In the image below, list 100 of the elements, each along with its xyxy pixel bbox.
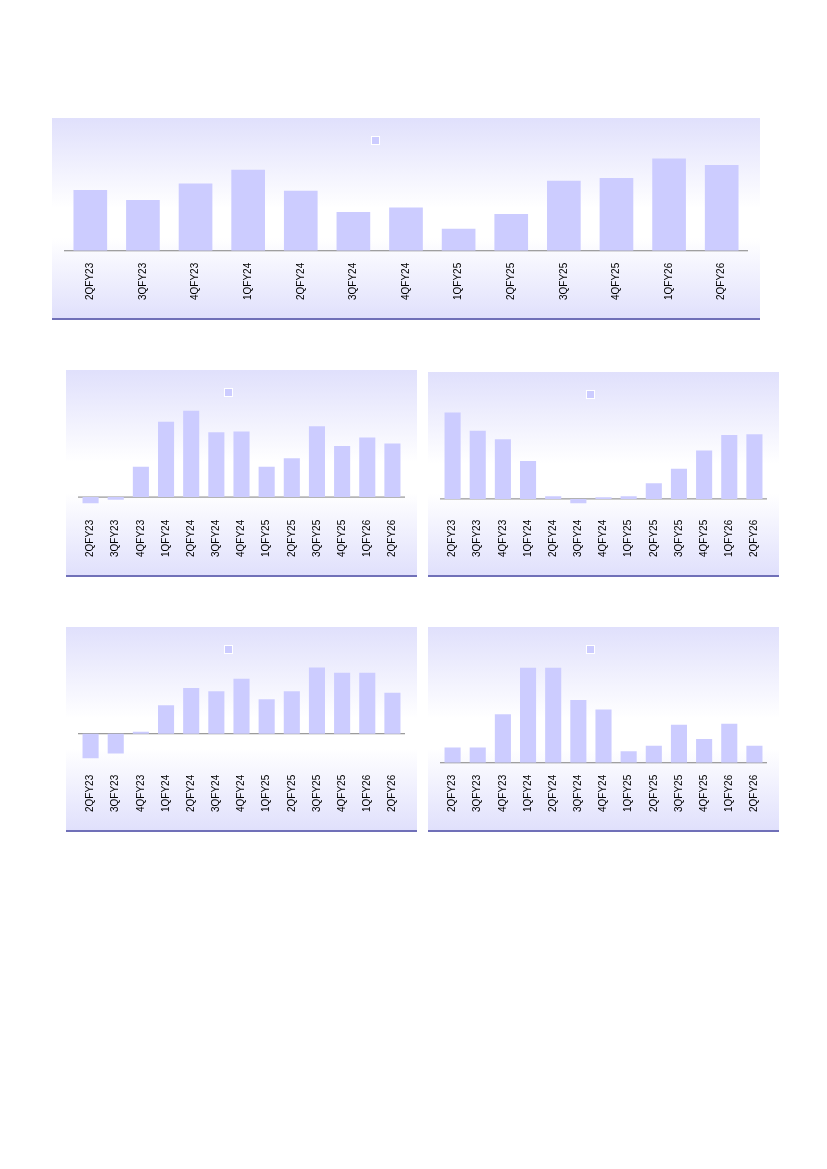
bar xyxy=(746,745,763,763)
x-tick-label: 4QFY24 xyxy=(235,519,247,558)
bar xyxy=(570,700,587,763)
x-tick-label: 1QFY24 xyxy=(521,519,533,558)
x-tick-label: 4QFY23 xyxy=(496,519,508,558)
bar xyxy=(107,733,124,754)
bar xyxy=(208,432,225,498)
bar xyxy=(73,189,108,251)
bar xyxy=(231,169,265,251)
x-tick-label: 3QFY25 xyxy=(310,519,322,558)
bar xyxy=(308,426,326,498)
x-tick-label: 1QFY24 xyxy=(159,774,171,813)
bar xyxy=(183,410,200,498)
bar xyxy=(384,443,401,498)
x-tick-label: 1QFY26 xyxy=(662,262,674,301)
x-tick-label: 1QFY25 xyxy=(452,262,464,301)
bar xyxy=(283,458,300,498)
x-tick-label: 4QFY25 xyxy=(697,774,709,813)
x-tick-label: 4QFY25 xyxy=(335,519,347,558)
bar xyxy=(696,739,713,763)
x-tick-label: 1QFY26 xyxy=(723,519,735,558)
x-tick-label: 1QFY24 xyxy=(159,519,171,558)
x-tick-label: 2QFY24 xyxy=(546,774,558,813)
x-tick-label: 4QFY24 xyxy=(399,262,411,301)
bar xyxy=(359,672,376,734)
bar xyxy=(469,747,486,763)
x-tick-label: 3QFY23 xyxy=(109,774,121,813)
x-tick-label: 3QFY24 xyxy=(572,774,584,813)
x-tick-label: 4QFY24 xyxy=(597,774,609,813)
bar xyxy=(334,672,351,734)
x-tick-label: 4QFY23 xyxy=(134,519,146,558)
bar xyxy=(570,498,587,504)
x-tick-label: 4QFY23 xyxy=(189,262,201,301)
bar xyxy=(704,165,739,251)
x-tick-label: 1QFY25 xyxy=(622,519,634,558)
x-tick-label: 1QFY25 xyxy=(622,774,634,813)
bar xyxy=(494,439,511,499)
bar xyxy=(359,437,376,498)
bar xyxy=(82,497,99,504)
x-tick-label: 3QFY25 xyxy=(672,519,684,558)
bar xyxy=(519,667,537,763)
bar xyxy=(107,497,124,500)
x-tick-label: 2QFY25 xyxy=(647,774,659,813)
bar xyxy=(82,733,99,759)
x-tick-label: 4QFY24 xyxy=(597,519,609,558)
bar xyxy=(283,190,318,251)
bar xyxy=(258,699,275,734)
x-tick-label: 2QFY23 xyxy=(84,262,96,301)
x-tick-label: 2QFY23 xyxy=(446,519,458,558)
bar xyxy=(545,496,562,499)
bar xyxy=(670,724,688,763)
x-tick-label: 4QFY25 xyxy=(335,774,347,813)
x-tick-label: 2QFY24 xyxy=(184,774,196,813)
x-tick-label: 2QFY26 xyxy=(386,774,398,813)
x-tick-label: 2QFY24 xyxy=(184,519,196,558)
x-tick-label: 2QFY26 xyxy=(748,519,760,558)
bar xyxy=(721,723,738,763)
x-tick-label: 1QFY24 xyxy=(241,262,253,301)
x-tick-label: 3QFY24 xyxy=(210,519,222,558)
x-tick-label: 4QFY24 xyxy=(235,774,247,813)
bar xyxy=(547,180,581,251)
bar xyxy=(746,434,763,499)
x-tick-label: 3QFY25 xyxy=(672,774,684,813)
bar xyxy=(233,431,250,498)
x-tick-label: 2QFY25 xyxy=(647,519,659,558)
x-tick-label: 4QFY23 xyxy=(134,774,146,813)
bar xyxy=(595,709,612,763)
x-tick-label: 3QFY23 xyxy=(136,262,148,301)
x-tick-label: 3QFY24 xyxy=(572,519,584,558)
x-tick-label: 1QFY24 xyxy=(521,774,533,813)
bar xyxy=(308,667,326,734)
bar xyxy=(696,450,713,499)
bar xyxy=(258,466,275,498)
x-tick-label: 1QFY26 xyxy=(361,774,373,813)
x-tick-label: 2QFY24 xyxy=(546,519,558,558)
bar xyxy=(208,691,225,734)
x-tick-label: 2QFY23 xyxy=(446,774,458,813)
x-tick-label: 2QFY26 xyxy=(715,262,727,301)
bar xyxy=(670,468,688,499)
x-tick-label: 1QFY26 xyxy=(723,774,735,813)
x-tick-label: 2QFY23 xyxy=(84,774,96,813)
bar xyxy=(336,212,371,251)
bar xyxy=(334,446,351,498)
bar xyxy=(645,483,662,499)
bar xyxy=(132,466,149,498)
x-tick-label: 1QFY26 xyxy=(361,519,373,558)
x-tick-label: 4QFY25 xyxy=(697,519,709,558)
bar xyxy=(157,421,175,498)
bar xyxy=(494,213,529,251)
bar xyxy=(519,460,537,499)
x-tick-label: 1QFY25 xyxy=(260,519,272,558)
bar xyxy=(283,691,300,734)
x-tick-label: 4QFY23 xyxy=(496,774,508,813)
x-tick-label: 2QFY25 xyxy=(285,774,297,813)
bar xyxy=(645,745,662,763)
bar xyxy=(652,158,686,251)
x-tick-label: 2QFY26 xyxy=(386,519,398,558)
x-tick-label: 2QFY26 xyxy=(748,774,760,813)
bar xyxy=(441,228,476,251)
x-tick-label: 4QFY25 xyxy=(610,262,622,301)
